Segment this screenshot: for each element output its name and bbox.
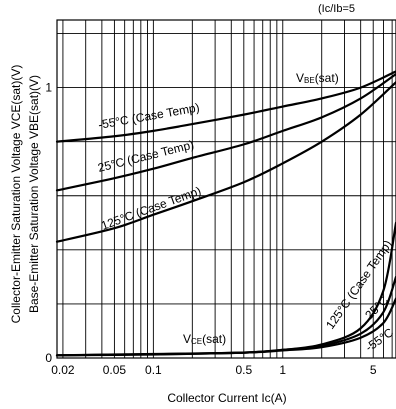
x-axis-title: Collector Current Ic(A) [167,391,286,405]
grid [56,19,396,359]
series-line-5 [55,297,396,357]
y-tick-label: 0 [45,351,52,365]
series-line-1 [55,72,396,192]
y-axis-title-1: Collector-Emitter Saturation Voltage VCE… [9,65,23,324]
tick-labels: 0.02 0.05 0.1 0.5 1 5 0 1 [45,81,377,377]
series-line-0 [55,70,396,143]
annotation-vbe-sat: VBE(sat) [296,71,339,85]
plot-frame [56,19,396,359]
series-line-2 [55,81,396,243]
x-tick-label: 5 [370,363,377,377]
annotation-vce-sat: VCE(sat) [183,332,226,346]
annotation-vbe-minus55: -55°C (Case Temp) [97,100,200,132]
series-layer [55,70,396,357]
x-tick-label: 0.02 [51,363,75,377]
series-line-3 [55,221,396,357]
x-tick-label: 1 [279,363,286,377]
x-tick-label: 0.05 [103,363,127,377]
x-tick-label: 0.1 [145,363,162,377]
y-tick-label: 1 [45,81,52,95]
test-condition-label: (Ic/Ib=5 [318,3,355,15]
x-tick-label: 0.5 [235,363,252,377]
y-axis-title-2: Base-Emitter Saturation Voltage VBE(sat)… [27,75,41,313]
annotation-vbe-25: 25°C (Case Temp) [96,137,195,174]
